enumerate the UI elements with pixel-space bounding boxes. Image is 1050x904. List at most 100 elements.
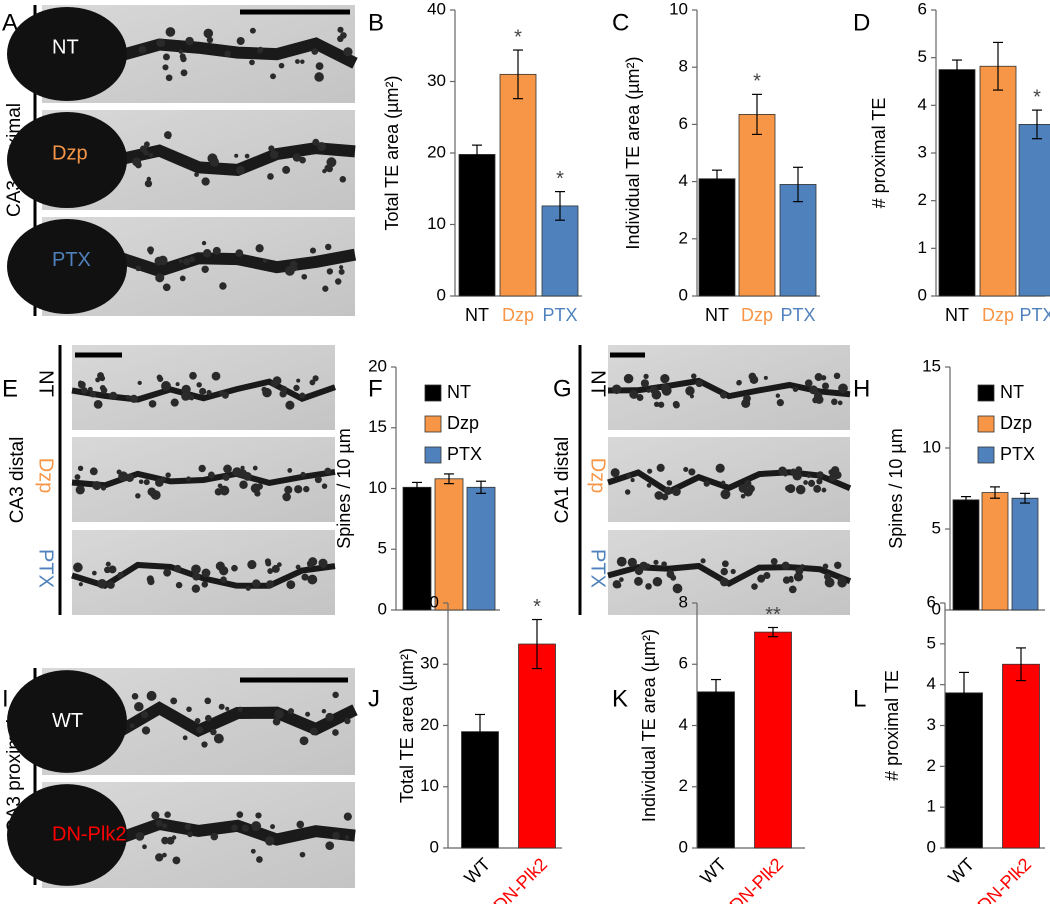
spine (237, 706, 243, 712)
spine (151, 811, 160, 820)
spine (309, 379, 316, 386)
spine (213, 733, 224, 744)
spine (280, 385, 288, 393)
y-tick-label: 10 (922, 437, 941, 456)
image-label: NT (35, 370, 57, 397)
spine (619, 577, 624, 582)
legend-swatch (424, 384, 442, 402)
spine (776, 399, 784, 407)
spine (646, 388, 651, 393)
image-label: NT (52, 36, 79, 58)
spine (141, 726, 151, 735)
spine (757, 574, 766, 583)
x-tick-label: Dzp (982, 305, 1014, 325)
spine (165, 74, 173, 82)
spine (77, 465, 84, 471)
spine (314, 72, 324, 82)
y-tick-label: 6 (918, 0, 927, 18)
spine (673, 401, 680, 409)
spine (634, 566, 644, 576)
y-tick-label: 10 (669, 0, 688, 18)
spine (148, 249, 154, 255)
legend-label: PTX (447, 444, 482, 464)
spine (204, 697, 212, 705)
spine (180, 55, 187, 63)
x-tick-label: DN-Plk2 (726, 854, 788, 904)
spine (658, 401, 665, 408)
image-label: DN-Plk2 (52, 823, 126, 845)
y-tick-label: 4 (927, 674, 936, 693)
y-tick-label: 6 (679, 654, 688, 673)
spine (315, 62, 324, 71)
spine (97, 579, 107, 589)
x-tick-label: WT (696, 854, 730, 888)
spine (249, 59, 255, 66)
spine (661, 493, 669, 501)
spine (661, 561, 667, 567)
spine (332, 729, 339, 736)
y-tick-label: 6 (927, 592, 936, 611)
spine (224, 50, 231, 58)
spine (720, 489, 731, 500)
spine (203, 28, 214, 39)
spine (301, 573, 309, 581)
spine (157, 375, 164, 382)
panel-letter: C (612, 9, 629, 36)
x-tick-label: PTX (1019, 305, 1050, 325)
spine (257, 48, 262, 54)
spine (738, 484, 748, 493)
spine (270, 73, 276, 80)
bar (499, 73, 537, 297)
spine (155, 853, 164, 862)
bar (952, 499, 980, 611)
spine (792, 471, 802, 481)
spine (332, 831, 340, 840)
spine (309, 247, 317, 254)
bar (402, 486, 432, 611)
spine (299, 392, 306, 399)
bar (945, 692, 983, 849)
spine (615, 582, 622, 589)
spine (747, 484, 755, 493)
spine (730, 568, 736, 575)
x-tick-label: DN-Plk2 (974, 854, 1036, 904)
spine (206, 36, 214, 44)
spine (162, 64, 169, 71)
y-tick-label: 15 (922, 356, 941, 375)
panel-letter: B (368, 9, 384, 36)
spine (252, 579, 261, 588)
spine (186, 476, 191, 482)
spine (125, 394, 131, 400)
spine (196, 382, 202, 388)
spine (271, 564, 280, 573)
spine (300, 471, 306, 477)
spine (828, 473, 838, 482)
spine (180, 69, 188, 77)
spine (78, 380, 83, 386)
spine (789, 578, 794, 583)
spine (778, 466, 787, 476)
image-label: PTX (52, 249, 91, 271)
spine (75, 485, 85, 495)
spine (267, 568, 274, 574)
spine (143, 150, 149, 156)
spine (268, 145, 275, 152)
region-label: CA1 distal (552, 437, 573, 524)
spine (240, 465, 245, 470)
spine (189, 256, 196, 263)
spine (833, 372, 841, 380)
y-tick-label: 0 (918, 285, 927, 304)
spine (834, 561, 842, 569)
spine (666, 480, 673, 486)
spine (326, 157, 337, 168)
spine (164, 811, 171, 818)
spine (220, 576, 227, 584)
spine (643, 373, 649, 380)
spine (219, 485, 230, 496)
spine (795, 567, 804, 576)
spine (646, 483, 652, 488)
spine (272, 717, 281, 726)
spine (210, 728, 217, 736)
spine (814, 395, 824, 404)
spine (184, 823, 192, 830)
